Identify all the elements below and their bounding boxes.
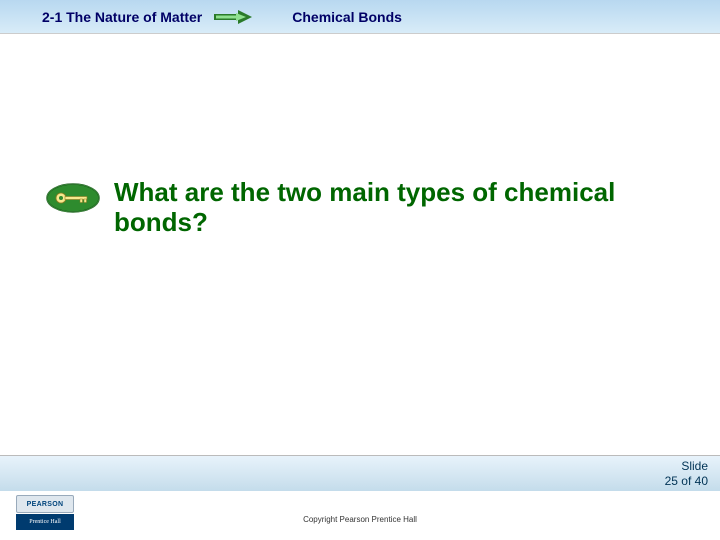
header-bar: 2-1 The Nature of Matter Chemical Bonds [0,0,720,34]
question-text: What are the two main types of chemical … [114,178,690,238]
pearson-logo: PEARSON [16,495,74,513]
copyright-text: Copyright Pearson Prentice Hall [0,515,720,524]
section-title: 2-1 The Nature of Matter [42,9,202,25]
topic-title: Chemical Bonds [292,9,402,25]
slide-number: Slide 25 of 40 [665,459,708,488]
key-question-row: What are the two main types of chemical … [46,178,690,238]
publisher-logo: PEARSON Prentice Hall [16,495,74,530]
arrow-icon [212,9,254,25]
key-icon [46,182,100,214]
footer-bar: Slide 25 of 40 [0,455,720,491]
slide-label: Slide [665,459,708,473]
slide-position: 25 of 40 [665,474,708,488]
